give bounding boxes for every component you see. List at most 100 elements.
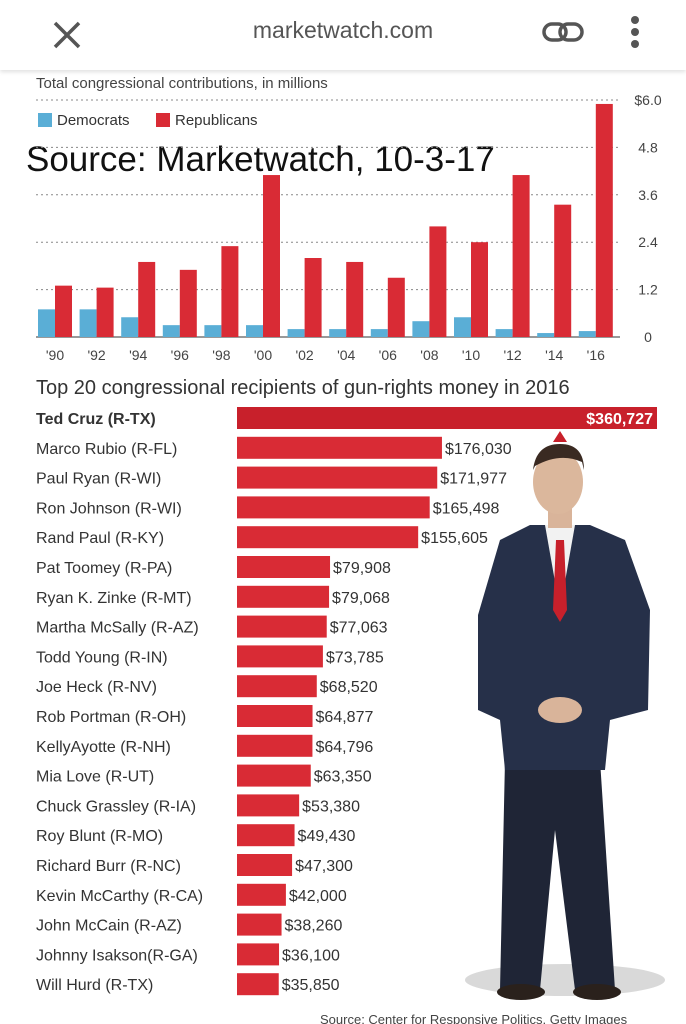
top-y-tick-label: 1.2 [638, 282, 658, 298]
top-bar-democrats [578, 331, 596, 337]
top-bar-republicans [55, 285, 72, 337]
bottom-value-label: $42,000 [289, 888, 347, 905]
bottom-name-label: KellyAyotte (R-NH) [36, 739, 171, 756]
top-bar-democrats [412, 321, 430, 337]
bottom-bar [237, 705, 313, 727]
top-y-tick-label: 3.6 [638, 187, 658, 203]
bottom-value-label: $77,063 [330, 620, 388, 637]
bottom-name-label: Kevin McCarthy (R-CA) [36, 888, 203, 905]
bottom-name-label: Rand Paul (R-KY) [36, 530, 164, 547]
bottom-value-label: $68,520 [320, 679, 378, 696]
top-bar-democrats [329, 329, 347, 337]
top-bar-democrats [162, 325, 180, 337]
top-recipient-marker [553, 431, 567, 442]
top-x-tick-label: '06 [379, 347, 397, 363]
browser-top-bar: marketwatch.com [0, 0, 686, 70]
copy-link-button[interactable] [540, 14, 586, 52]
top-bar-republicans [429, 226, 447, 337]
top-chart-x-labels: '90 '92 '94 '96 '98 '00 '02 '04 '06 '08 '10 '12 '14 '… [46, 347, 605, 363]
top-chart-gridlines [36, 99, 620, 338]
legend-label-democrats: Democrats [57, 112, 130, 129]
top-bar-republicans [304, 258, 322, 337]
bottom-value-label: $73,785 [326, 649, 384, 666]
top-x-tick-label: '00 [254, 347, 272, 363]
source-overlay-text: Source: Marketwatch, 10-3-17 [26, 140, 495, 179]
bottom-bar [237, 764, 311, 787]
top-y-tick-label: 4.8 [638, 139, 658, 155]
bottom-chart-value-labels: $360,727 $176,030 $171,977 $165,498 $155,605… [282, 411, 653, 994]
top-x-tick-label: '12 [503, 347, 521, 363]
top-chart-title: Total congressional contributions, in mi… [36, 75, 328, 92]
bottom-bar [237, 913, 282, 936]
top-bar-democrats [204, 325, 222, 337]
bottom-value-label: $64,877 [316, 709, 374, 726]
bottom-name-label: Ryan K. Zinke (R-MT) [36, 590, 192, 607]
bottom-name-label: Ron Johnson (R-WI) [36, 500, 182, 517]
top-bar-democrats [370, 329, 388, 337]
bottom-bar [237, 883, 286, 906]
legend-label-republicans: Republicans [175, 112, 258, 129]
bottom-name-label: Mia Love (R-UT) [36, 769, 154, 786]
top-bar-democrats [121, 317, 139, 337]
bottom-value-label: $165,498 [433, 500, 500, 517]
more-vert-icon [631, 16, 639, 48]
top-x-tick-label: '96 [171, 347, 189, 363]
bottom-value-label: $155,605 [421, 530, 488, 547]
bottom-value-label: $47,300 [295, 858, 353, 875]
link-icon [542, 22, 584, 42]
top-bar-republicans [471, 242, 488, 337]
bottom-name-label: Will Hurd (R-TX) [36, 977, 153, 994]
bottom-value-label: $64,796 [315, 739, 373, 756]
url-text[interactable]: marketwatch.com [252, 17, 434, 43]
bottom-value-label: $79,068 [332, 590, 390, 607]
bottom-bar [237, 466, 438, 489]
bottom-value-label: $79,908 [333, 560, 391, 577]
bottom-bar [237, 854, 293, 876]
bottom-name-label: Ted Cruz (R-TX) [36, 411, 156, 428]
bottom-name-label: Martha McSally (R-AZ) [36, 620, 199, 637]
top-bar-democrats [246, 325, 263, 337]
bottom-bar [237, 824, 295, 847]
top-x-tick-label: '16 [587, 347, 605, 363]
bottom-name-label: Pat Toomey (R-PA) [36, 560, 172, 577]
bottom-value-label: $360,727 [586, 411, 653, 428]
bottom-bar [237, 794, 300, 817]
senator-photo [465, 444, 665, 1000]
legend-swatch-democrats [38, 113, 52, 127]
bottom-chart-title: Top 20 congressional recipients of gun-r… [36, 377, 570, 399]
overflow-menu-button[interactable] [620, 12, 650, 56]
bottom-value-label: $171,977 [440, 471, 507, 488]
close-button[interactable] [46, 14, 88, 56]
top-x-tick-label: '04 [337, 347, 355, 363]
top-bar-republicans [221, 246, 239, 337]
bottom-value-label: $176,030 [445, 441, 512, 458]
top-y-tick-label: $6.0 [634, 92, 661, 108]
bottom-name-label: Marco Rubio (R-FL) [36, 441, 177, 458]
bottom-bar [237, 675, 317, 698]
top-bar-democrats [38, 309, 55, 337]
top-x-tick-label: '98 [212, 347, 230, 363]
top-bar-democrats [495, 329, 513, 337]
close-icon [53, 21, 81, 49]
top-bar-republicans [554, 204, 572, 337]
bottom-bar [237, 973, 279, 996]
bottom-value-label: $38,260 [285, 918, 343, 935]
bottom-chart-bars [237, 407, 657, 996]
bottom-bar [237, 526, 419, 549]
top-bar-republicans [138, 261, 156, 337]
top-bar-republicans [179, 269, 197, 337]
top-bar-republicans [595, 103, 613, 337]
bottom-name-label: John McCain (R-AZ) [36, 918, 182, 935]
footer-source-text: Source: Center for Responsive Politics, … [320, 1012, 628, 1024]
top-chart-y-labels: 0 1.2 2.4 3.6 4.8 $6.0 [634, 92, 661, 345]
bottom-value-label: $63,350 [314, 769, 372, 786]
bottom-bar [237, 645, 323, 668]
bottom-name-label: Chuck Grassley (R-IA) [36, 798, 196, 815]
bottom-value-label: $49,430 [298, 828, 356, 845]
bottom-name-label: Richard Burr (R-NC) [36, 858, 181, 875]
top-bar-republicans [346, 261, 364, 337]
top-bar-republicans [512, 175, 530, 337]
top-bar-democrats [79, 309, 97, 337]
bottom-name-label: Rob Portman (R-OH) [36, 709, 186, 726]
bottom-bar [237, 496, 430, 519]
